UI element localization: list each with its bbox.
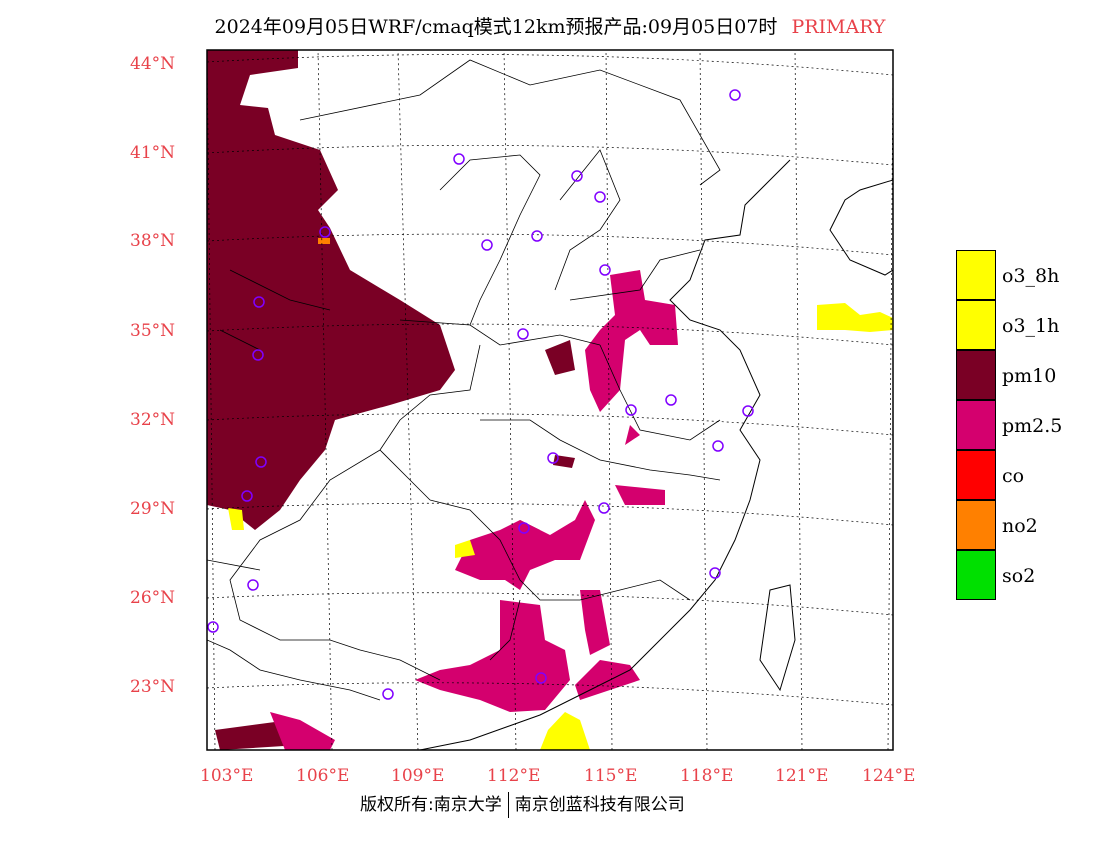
province-borders xyxy=(207,59,721,701)
legend-swatch-co xyxy=(956,450,996,500)
lon-label-115: 115°E xyxy=(584,766,638,786)
lon-label-124: 124°E xyxy=(862,766,916,786)
map-title-main: 2024年09月05日WRF/cmaq模式12km预报产品:09月05日07时 xyxy=(214,16,778,38)
copyright-footer: 版权所有:南京大学 南京创蓝科技有限公司 xyxy=(360,790,685,818)
legend-swatch-o3-1h xyxy=(956,300,996,350)
lat-label-41: 41°N xyxy=(130,143,176,163)
map-title: 2024年09月05日WRF/cmaq模式12km预报产品:09月05日07时 P… xyxy=(0,12,1100,39)
lon-label-103: 103°E xyxy=(200,766,254,786)
legend-swatch-pm10 xyxy=(956,350,996,400)
copyright-left: 版权所有:南京大学 xyxy=(360,795,502,815)
o3-patch-sea xyxy=(817,303,893,332)
station-markers xyxy=(207,89,754,700)
lat-label-23: 23°N xyxy=(130,677,176,697)
legend-label-so2: so2 xyxy=(1002,565,1036,587)
o3-patch-south xyxy=(540,712,590,750)
no2-patch xyxy=(318,238,330,244)
lat-label-26: 26°N xyxy=(130,588,176,608)
pm25-region-south xyxy=(415,425,665,712)
pm25-region-east xyxy=(585,270,678,412)
lat-label-32: 32°N xyxy=(130,410,176,430)
lon-label-106: 106°E xyxy=(296,766,350,786)
legend-swatch-so2 xyxy=(956,550,996,600)
pm10-region-west xyxy=(207,50,455,530)
copyright-right: 南京创蓝科技有限公司 xyxy=(514,795,685,815)
lat-label-44: 44°N xyxy=(130,54,176,74)
lat-label-29: 29°N xyxy=(130,499,176,519)
lat-label-38: 38°N xyxy=(130,231,176,251)
legend-label-no2: no2 xyxy=(1002,515,1038,537)
coastline xyxy=(419,159,893,750)
pm25-region-southwest xyxy=(270,712,335,750)
legend-swatch-pm25 xyxy=(956,400,996,450)
legend-label-co: co xyxy=(1002,465,1025,487)
footer-divider xyxy=(507,792,509,818)
map-frame xyxy=(206,49,894,751)
graticule xyxy=(207,50,893,750)
legend-label-o3-1h: o3_1h xyxy=(1002,315,1060,337)
lon-label-118: 118°E xyxy=(680,766,734,786)
lon-label-109: 109°E xyxy=(391,766,445,786)
legend-label-o3-8h: o3_8h xyxy=(1002,265,1060,287)
legend-swatch-no2 xyxy=(956,500,996,550)
legend-swatch-o3-8h xyxy=(956,250,996,300)
lat-label-35: 35°N xyxy=(130,321,176,341)
lon-label-121: 121°E xyxy=(775,766,829,786)
legend-label-pm25: pm2.5 xyxy=(1002,415,1063,437)
map-area xyxy=(207,50,893,750)
legend-label-pm10: pm10 xyxy=(1002,365,1057,387)
lon-label-112: 112°E xyxy=(487,766,541,786)
map-title-tag: PRIMARY xyxy=(791,16,886,38)
